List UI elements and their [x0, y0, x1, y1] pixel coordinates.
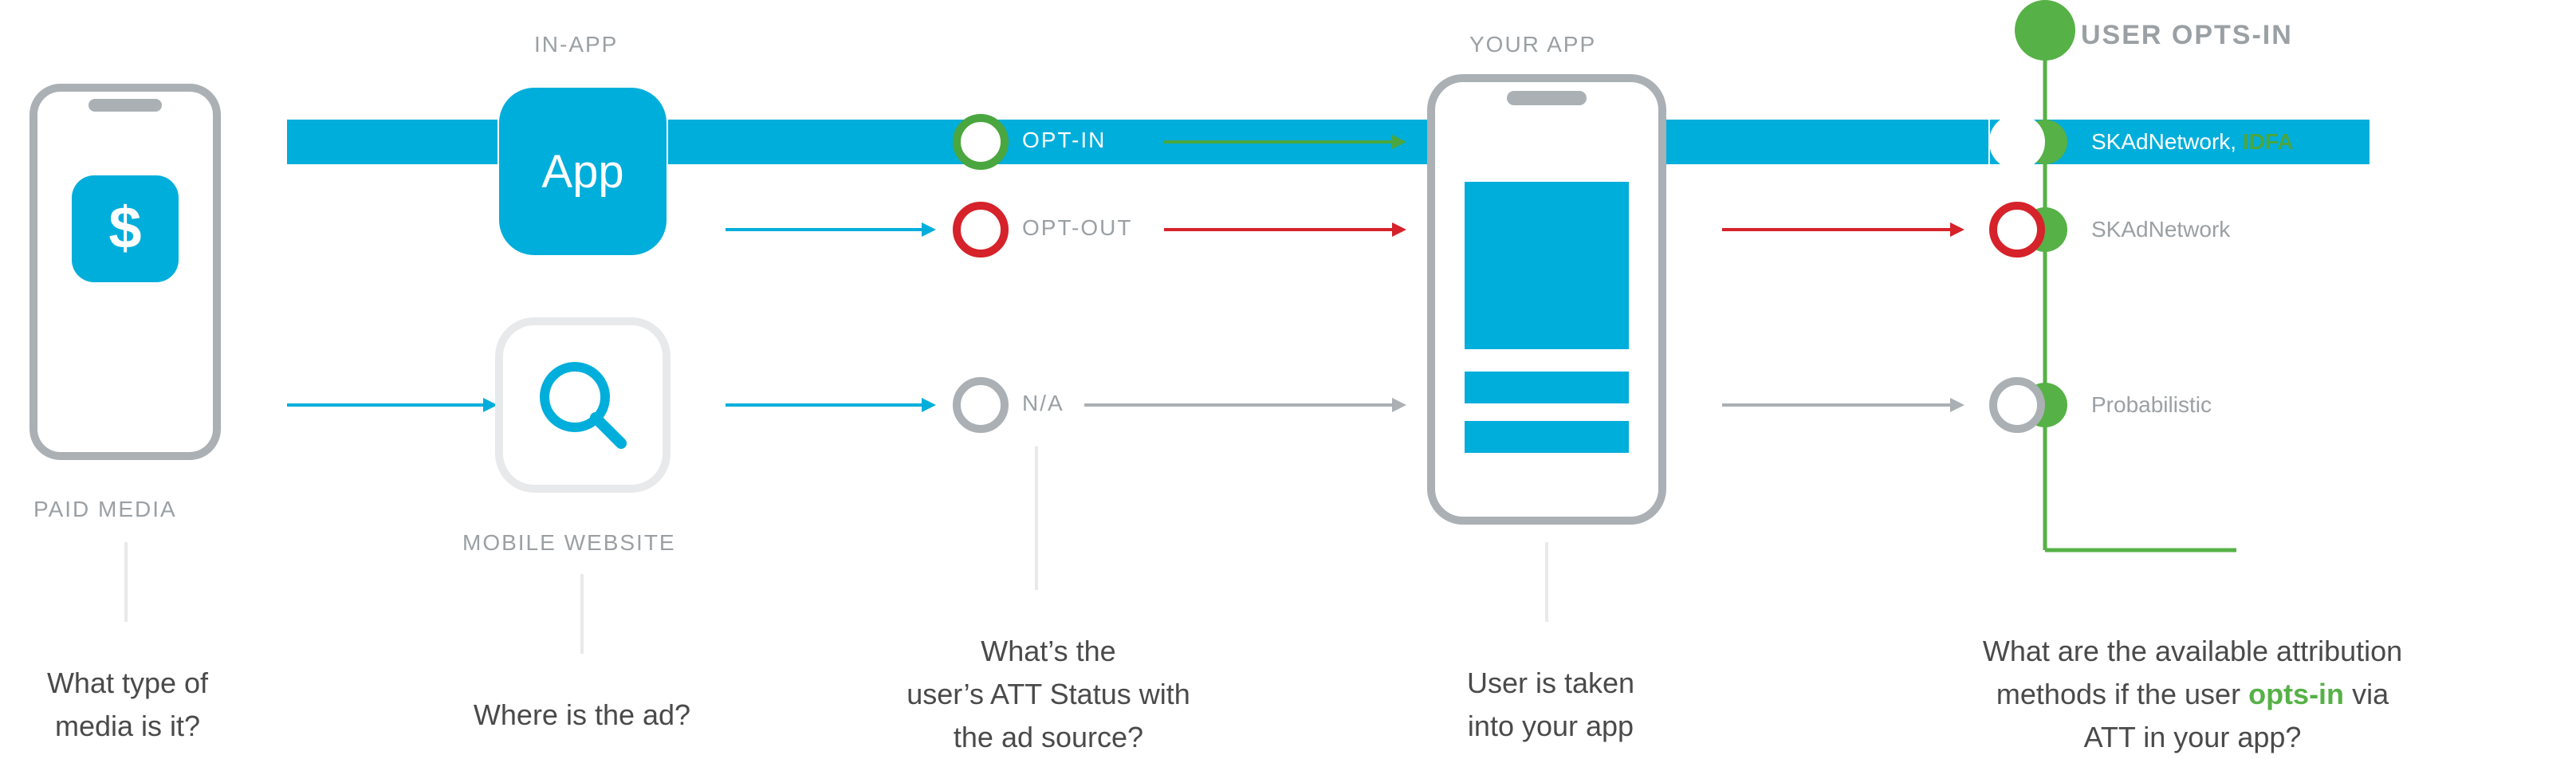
svg-text:App: App	[541, 146, 623, 198]
outcome-1: SKAdNetwork	[2091, 217, 2230, 242]
label-mobile-website: MOBILE WEBSITE	[462, 530, 676, 556]
att-option-optin: OPT-IN	[1022, 128, 1106, 153]
question-where-ad: Where is the ad?	[391, 694, 773, 737]
question-media-type: What type ofmedia is it?	[8, 662, 247, 748]
outcome-2: Probabilistic	[2091, 392, 2212, 418]
label-your-app: YOUR APP	[1469, 32, 1596, 57]
question-att-status: What’s theuser’s ATT Status withthe ad s…	[837, 630, 1260, 759]
question-user-taken: User is takeninto your app	[1387, 662, 1714, 748]
label-paid-media: PAID MEDIA	[33, 497, 177, 522]
title-user-opts-in: USER OPTS-IN	[2081, 20, 2293, 51]
svg-text:$: $	[108, 195, 141, 261]
att-option-na: N/A	[1022, 391, 1064, 416]
label-in-app: IN-APP	[534, 32, 618, 57]
question-attribution-methods: What are the available attributionmethod…	[1818, 630, 2567, 759]
att-option-optout: OPT-OUT	[1022, 215, 1132, 241]
outcome-0: SKAdNetwork, IDFA	[2091, 129, 2294, 155]
